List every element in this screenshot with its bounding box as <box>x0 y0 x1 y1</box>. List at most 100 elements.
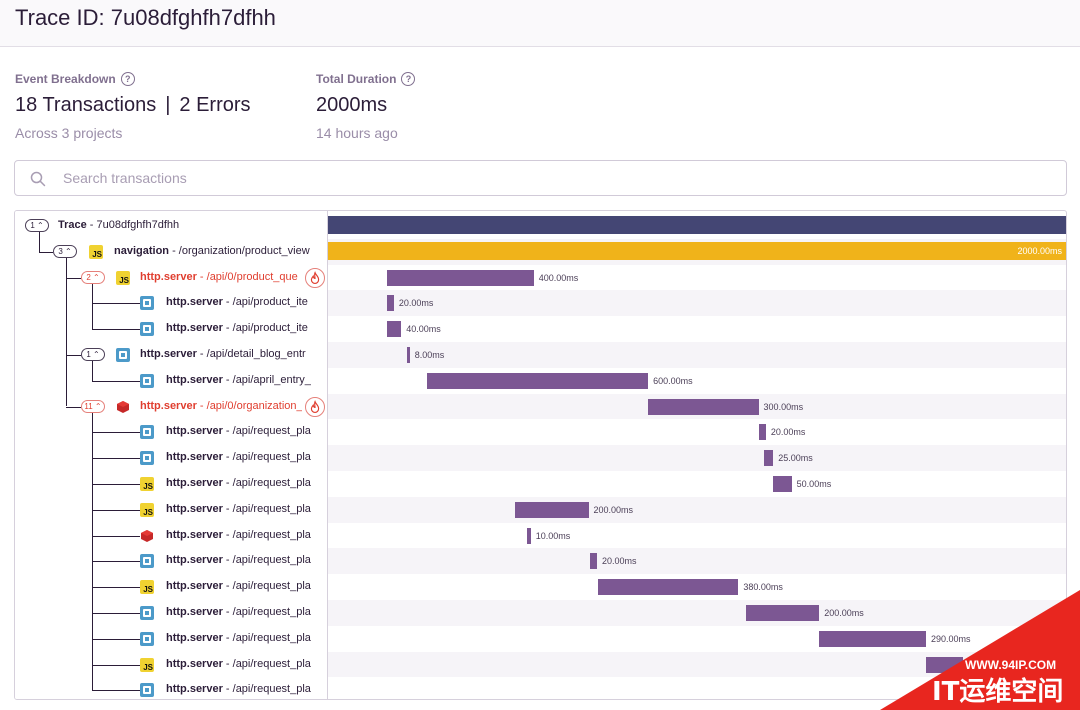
tree-connector <box>92 509 140 511</box>
toggle-count: 1 ⌃ <box>86 350 100 359</box>
trace-timeline: 2000.00ms 400.00ms 20.00ms 40.00ms 8.00ms 600… <box>328 211 1066 699</box>
toggle-count: 3 ⌃ <box>58 246 72 256</box>
expand-toggle[interactable]: 2 ⌃ <box>81 270 105 284</box>
toggle-count: 2 ⌃ <box>86 272 100 282</box>
transaction-op: http.server <box>166 373 223 386</box>
transaction-row[interactable]: JS http.server - /api/request_pla <box>15 652 327 678</box>
duration-bar[interactable] <box>589 553 597 570</box>
transaction-row[interactable]: JS http.server - /api/request_pla <box>15 497 327 523</box>
tree-connector <box>92 535 140 537</box>
transaction-row[interactable]: http.server - /api/request_pla <box>15 523 327 549</box>
question-icon[interactable]: ? <box>120 72 135 86</box>
transaction-row[interactable]: 3 ⌃ JS navigation - /organization/product_… <box>15 239 327 265</box>
transaction-row[interactable]: http.server - /api/request_pla <box>15 600 327 626</box>
duration-label: 300.00ms <box>763 401 804 412</box>
js-icon: JS <box>140 580 154 595</box>
transaction-op: http.server <box>140 348 197 360</box>
python-icon <box>140 683 154 698</box>
duration-bar[interactable] <box>648 398 759 415</box>
transaction-count: 18 Transactions <box>15 94 157 116</box>
timeline-row[interactable] <box>328 342 1066 368</box>
duration-label: 40.00ms <box>406 324 441 335</box>
transaction-row[interactable]: http.server - /api/request_pla <box>15 677 327 699</box>
trace-tree: 1 ⌃ Trace - 7u08dfghfh7dfhh 3 ⌃ JS navigatio… <box>15 211 328 699</box>
transaction-row[interactable]: 11 ⌃ http.server - /api/0/organization_ <box>15 394 327 420</box>
transaction-row[interactable]: 2 ⌃ JS http.server - /api/0/product_que <box>15 265 327 291</box>
timeline-row[interactable] <box>328 548 1066 575</box>
timeline-row[interactable] <box>328 600 1066 626</box>
tree-connector <box>92 690 140 692</box>
duration-bar[interactable] <box>406 347 410 363</box>
transaction-label: http.server - /api/0/product_que <box>140 265 302 291</box>
search-box <box>14 160 1067 196</box>
transaction-op: http.server <box>166 580 223 593</box>
timeline-row[interactable] <box>328 445 1066 471</box>
duration-bar[interactable] <box>819 630 926 647</box>
transaction-row[interactable]: http.server - /api/request_pla <box>15 626 327 652</box>
transaction-label: http.server - /api/0/organization_ <box>140 394 302 420</box>
transaction-row[interactable]: 1 ⌃ http.server - /api/detail_blog_entr <box>15 342 327 368</box>
transaction-description: - /api/request_pla <box>222 528 311 541</box>
transaction-label: http.server - /api/request_pla <box>166 677 324 699</box>
project-count: Across 3 projects <box>15 125 123 141</box>
transaction-row[interactable]: http.server - /api/product_ite <box>15 290 327 316</box>
search-input[interactable] <box>63 161 1053 195</box>
tree-connector <box>92 303 140 305</box>
transaction-description: - /api/request_pla <box>222 580 311 593</box>
expand-toggle[interactable]: 3 ⌃ <box>53 244 77 258</box>
timeline-row[interactable] <box>328 523 1066 549</box>
question-icon[interactable]: ? <box>401 72 416 86</box>
duration-bar[interactable] <box>527 527 531 544</box>
tree-connector <box>66 257 67 407</box>
duration-bar[interactable] <box>598 579 739 596</box>
transaction-description: - 7u08dfghfh7dfhh <box>86 219 180 231</box>
expand-toggle[interactable]: 11 ⌃ <box>81 399 105 413</box>
python-icon <box>140 425 154 440</box>
timeline-row[interactable] <box>328 471 1066 497</box>
duration-bar[interactable] <box>328 241 1066 260</box>
duration-label: 200.00ms <box>824 608 864 618</box>
tree-connector <box>92 380 140 382</box>
timeline-row[interactable] <box>328 419 1066 445</box>
duration-label: 20.00ms <box>602 556 637 567</box>
duration-bar[interactable] <box>773 476 792 492</box>
transaction-op: http.server <box>166 296 223 309</box>
duration-bar[interactable] <box>386 321 402 338</box>
event-breakdown-label: Event Breakdown <box>15 72 116 86</box>
transaction-row[interactable]: http.server - /api/request_pla <box>15 445 327 471</box>
error-icon[interactable] <box>305 267 325 288</box>
transaction-label: http.server - /api/request_pla <box>166 600 324 626</box>
duration-bar[interactable] <box>514 501 589 518</box>
timeline-row[interactable] <box>328 496 1066 523</box>
transaction-description: - /api/detail_blog_entr <box>196 348 306 360</box>
duration-bar[interactable] <box>758 424 766 441</box>
transaction-row[interactable]: 1 ⌃ Trace - 7u08dfghfh7dfhh <box>15 213 327 239</box>
duration-bar[interactable] <box>745 605 820 621</box>
transaction-op: Trace <box>58 219 87 231</box>
js-icon: JS <box>140 502 154 517</box>
transaction-row[interactable]: http.server - /api/april_entry_ <box>15 368 327 394</box>
transaction-description: - /api/product_ite <box>222 322 308 335</box>
transaction-row[interactable]: http.server - /api/product_ite <box>15 316 327 342</box>
duration-bar[interactable] <box>328 216 1066 234</box>
expand-toggle[interactable]: 1 ⌃ <box>81 348 105 361</box>
page-title: Trace ID: 7u08dfghfh7dfhh <box>15 5 276 30</box>
timeline-row[interactable] <box>328 290 1066 317</box>
python-icon <box>140 322 154 337</box>
transaction-row[interactable]: JS http.server - /api/request_pla <box>15 574 327 600</box>
python-icon <box>140 554 154 569</box>
python-icon <box>140 451 154 466</box>
transaction-label: http.server - /api/request_pla <box>166 626 324 652</box>
error-icon[interactable] <box>305 396 325 417</box>
duration-bar[interactable] <box>386 269 534 286</box>
transaction-row[interactable]: http.server - /api/request_pla <box>15 419 327 445</box>
tree-connector <box>39 251 53 253</box>
duration-bar[interactable] <box>386 295 394 312</box>
transaction-row[interactable]: JS http.server - /api/request_pla <box>15 471 327 497</box>
expand-toggle[interactable]: 1 ⌃ <box>25 219 49 232</box>
toggle-count: 1 ⌃ <box>30 221 44 230</box>
transaction-row[interactable]: http.server - /api/request_pla <box>15 548 327 574</box>
error-count: 2 Errors <box>179 94 251 116</box>
duration-bar[interactable] <box>427 372 649 389</box>
duration-bar[interactable] <box>764 450 774 467</box>
